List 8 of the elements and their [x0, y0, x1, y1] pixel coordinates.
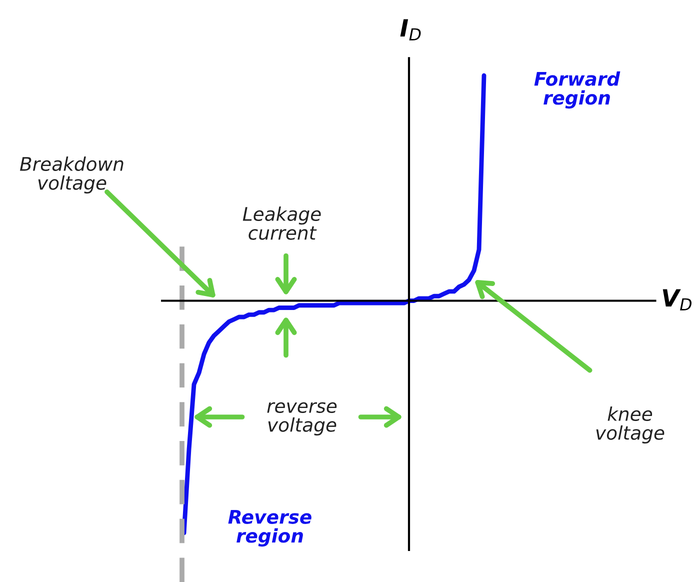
annotation: Reverse region	[228, 510, 312, 547]
text: Forward region	[534, 71, 620, 109]
annotation: reverse voltage	[267, 402, 337, 436]
text: Breakdown voltage	[20, 156, 124, 194]
text: knee voltage	[596, 406, 664, 444]
y-axis-title: I$_{D}$	[400, 19, 421, 40]
annotation: Leakage current	[242, 206, 321, 240]
text: V$_{D}$	[662, 289, 692, 310]
